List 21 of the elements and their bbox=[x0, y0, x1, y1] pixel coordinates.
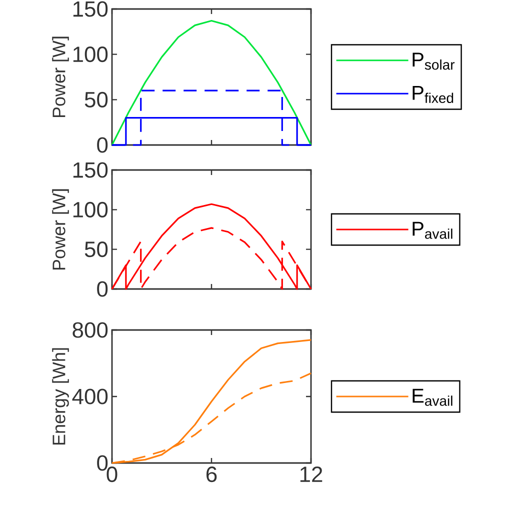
y-tick-label: 50 bbox=[84, 92, 108, 108]
y-tick-label: 400 bbox=[72, 388, 108, 404]
y-tick-label: 800 bbox=[72, 322, 108, 338]
legend-label: E$_{avail}$ bbox=[412, 388, 452, 406]
y-tick-label: 0 bbox=[97, 455, 108, 471]
y-tick-label: 100 bbox=[73, 202, 108, 218]
y-tick-label: 150 bbox=[73, 1, 108, 17]
y-tick-label: 0 bbox=[97, 281, 108, 297]
y-axis-title: Power [W] bbox=[52, 36, 69, 118]
legend-label: P$_{avail}$ bbox=[412, 222, 452, 239]
line-series bbox=[111, 20, 312, 146]
y-tick-label: 0 bbox=[97, 137, 108, 153]
y-axis-title: Power [W] bbox=[52, 189, 69, 270]
legend-label: P$_{fixed}$ bbox=[412, 86, 454, 104]
y-tick-label: 100 bbox=[73, 46, 108, 62]
y-tick-label: 50 bbox=[84, 242, 108, 258]
x-tick-label: 6 bbox=[206, 466, 217, 482]
y-axis-title: Energy [Wh] bbox=[52, 348, 69, 445]
y-tick-label: 150 bbox=[73, 162, 108, 178]
legend-label: P$_{solar}$ bbox=[412, 52, 455, 70]
x-tick-label: 12 bbox=[300, 466, 322, 482]
